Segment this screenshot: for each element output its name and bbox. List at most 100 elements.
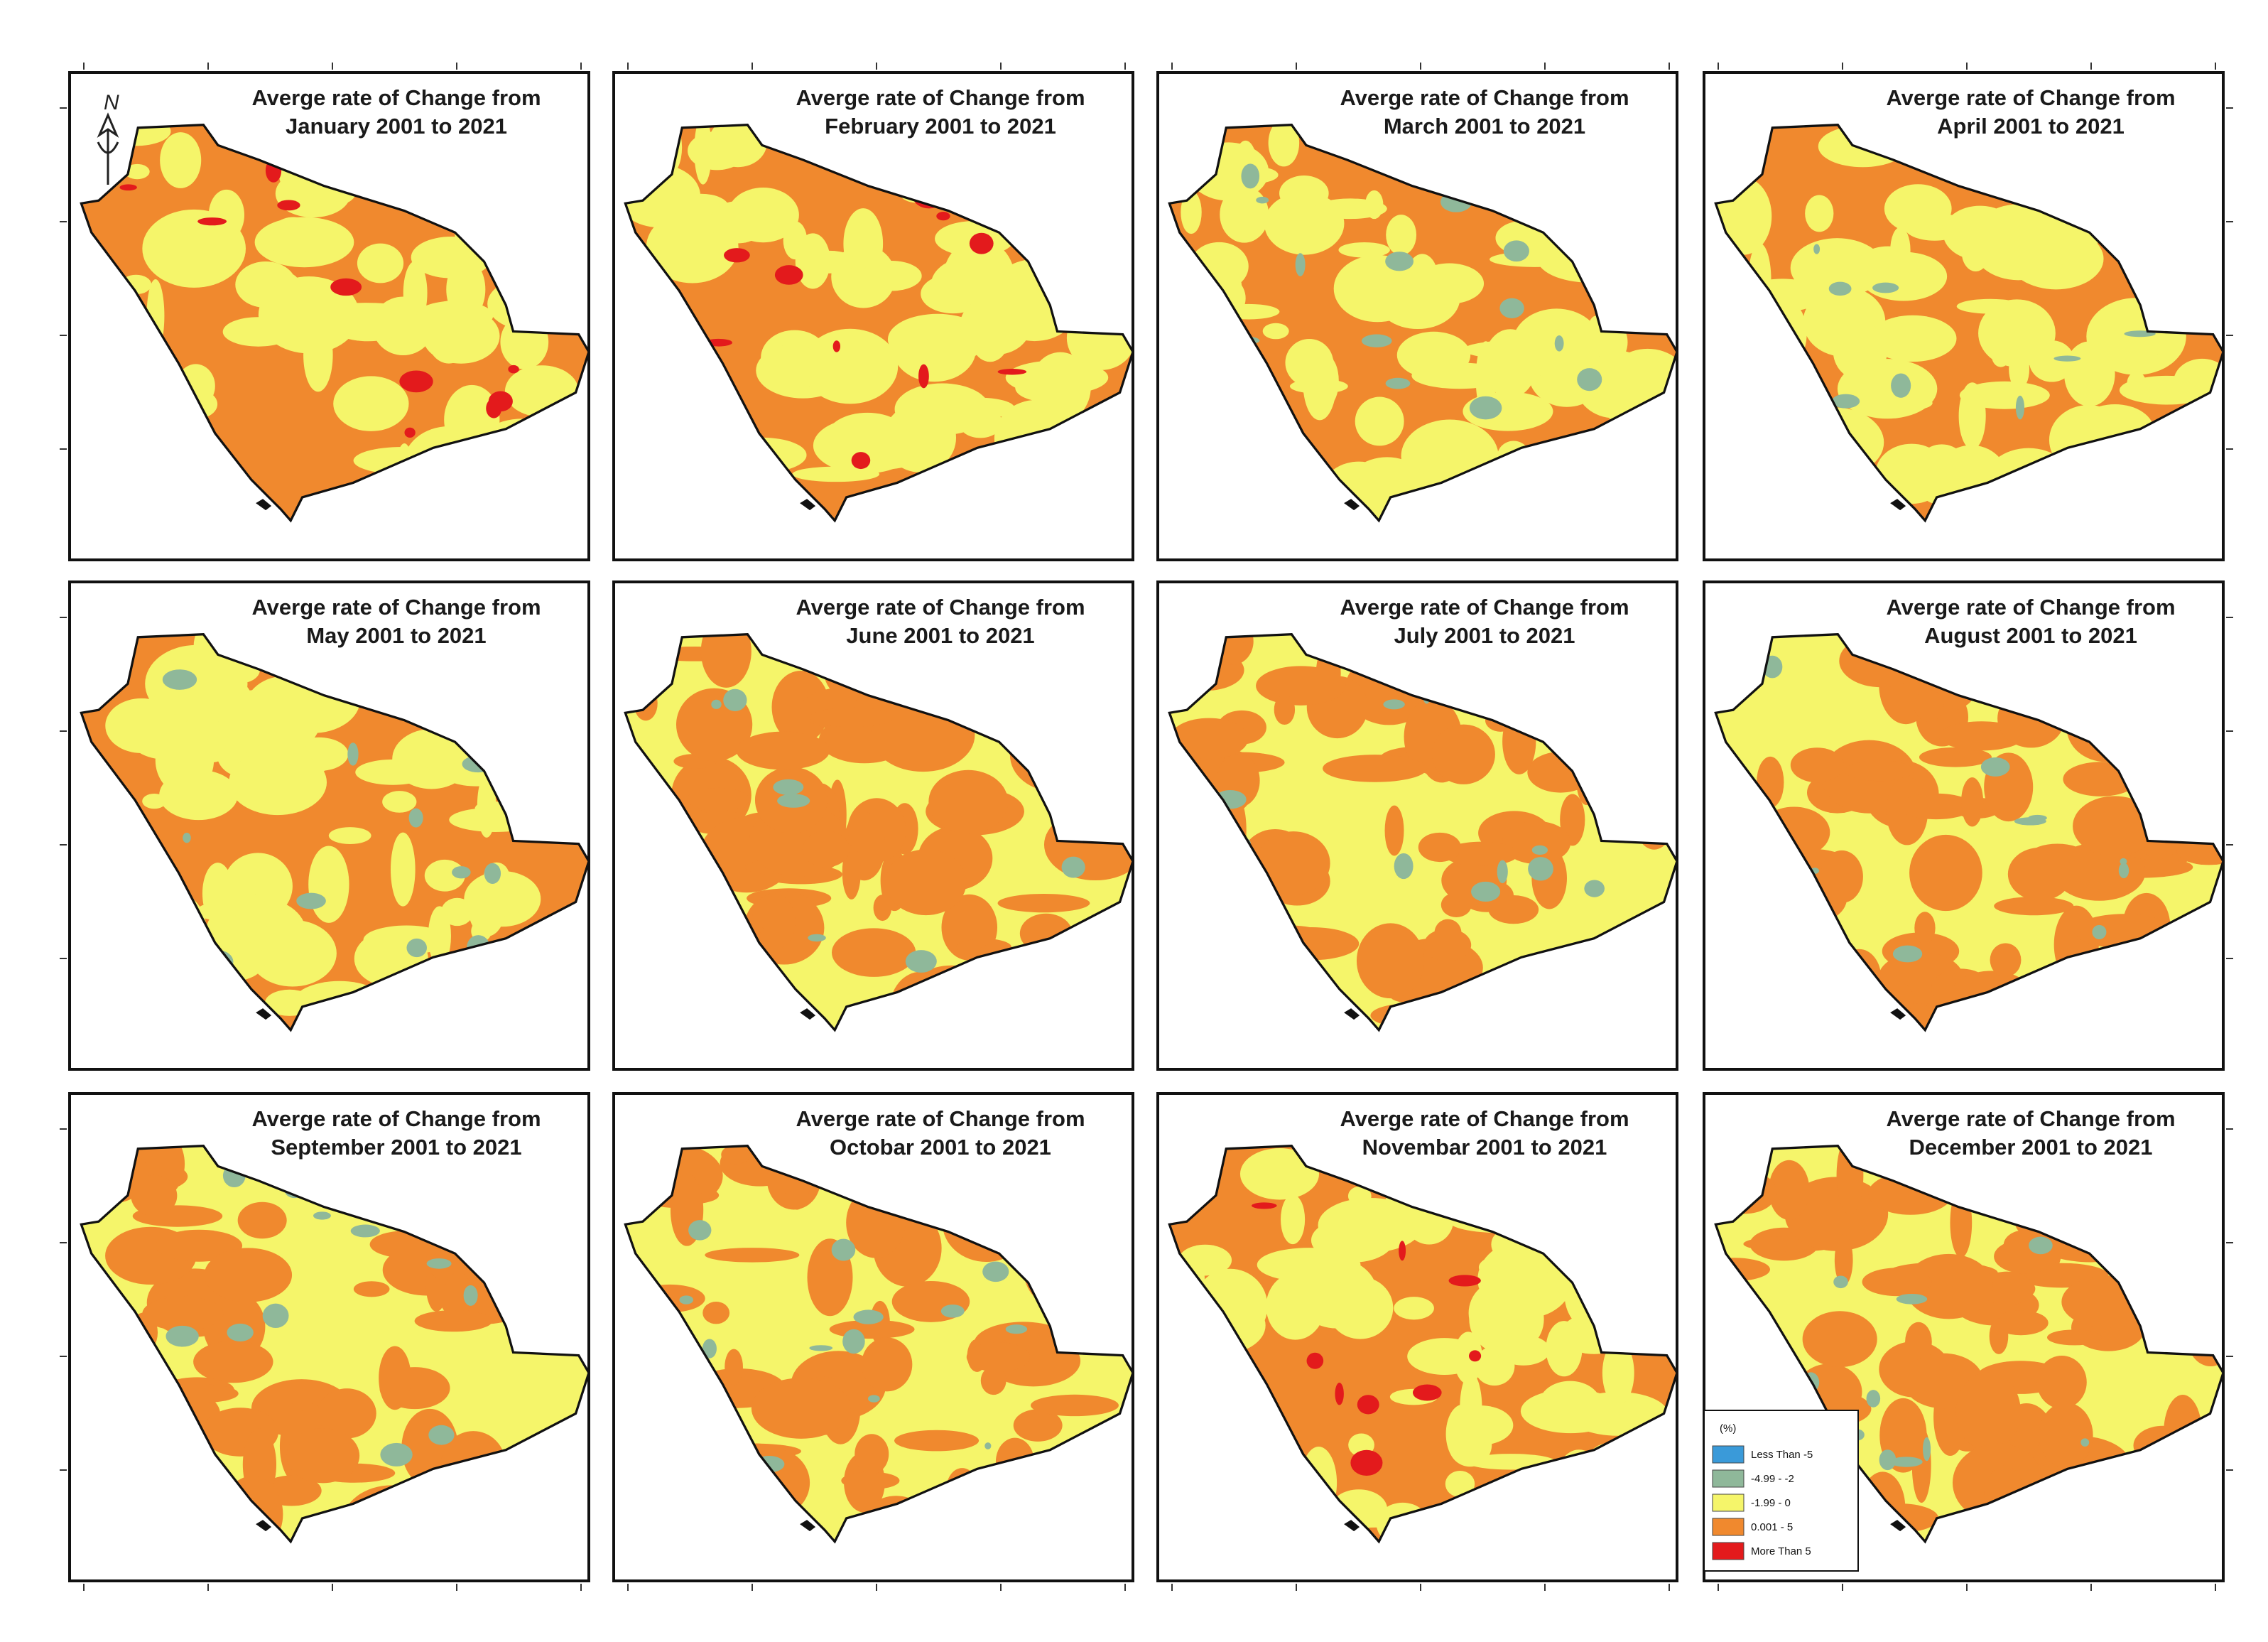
- map-region: [426, 1258, 452, 1269]
- map-panel: Averge rate of Change from May 2001 to 20…: [68, 580, 590, 1071]
- map-region: [1828, 281, 1852, 296]
- map-region: [2053, 355, 2081, 362]
- map-region: [688, 131, 747, 171]
- map-region: [966, 1341, 1031, 1372]
- map-region: [2036, 1356, 2087, 1409]
- island: [1890, 499, 1906, 511]
- map-region: [1990, 943, 2022, 977]
- map-region: [1468, 1350, 1482, 1362]
- map-region: [162, 669, 197, 690]
- map-region: [2176, 838, 2224, 865]
- map-region: [204, 1248, 293, 1302]
- island: [256, 1008, 272, 1020]
- map-region: [982, 1261, 1009, 1282]
- map-region: [1502, 821, 1571, 864]
- map-region: [894, 383, 990, 436]
- map-panel: Averge rate of Change from January 2001 t…: [68, 71, 590, 561]
- map-panel: Averge rate of Change from Novembar 2001 …: [1156, 1092, 1678, 1582]
- map-region: [1546, 1321, 1583, 1377]
- map-region: [905, 950, 937, 973]
- map-region: [2064, 341, 2115, 406]
- map-region: [1005, 360, 1109, 395]
- map-region: [1905, 1322, 1932, 1362]
- map-region: [1256, 196, 1269, 204]
- map-region: [873, 895, 892, 922]
- panel-title: Averge rate of Change from: [1340, 85, 1629, 110]
- map-panel: Averge rate of Change from August 2001 to…: [1703, 580, 2225, 1071]
- map-region: [428, 1425, 455, 1445]
- legend: (%) Less Than -5 -4.99 - -2 -1.99 - 0 0.001 …: [1703, 1410, 1859, 1572]
- map-region: [921, 274, 986, 314]
- map-region: [444, 1272, 472, 1318]
- map-region: [1914, 690, 1945, 722]
- legend-label: Less Than -5: [1751, 1449, 1813, 1461]
- map-region: [262, 1303, 289, 1329]
- panel-title: January 2001 to 2021: [286, 114, 507, 139]
- map-region: [1896, 1293, 1928, 1305]
- island: [1890, 1520, 1906, 1532]
- map-region: [1396, 331, 1471, 379]
- map-region: [347, 742, 359, 766]
- map-region: [783, 221, 808, 260]
- panel-title: April 2001 to 2021: [1937, 114, 2125, 139]
- map-region: [2007, 847, 2072, 901]
- island: [800, 499, 816, 511]
- map-region: [928, 769, 1009, 834]
- map-region: [404, 427, 416, 438]
- map-panel: Averge rate of Change from September 2001…: [68, 1092, 590, 1582]
- map-region: [1252, 1202, 1277, 1209]
- map-region: [1241, 163, 1260, 189]
- panel-title: Averge rate of Change from: [1340, 595, 1629, 620]
- map-region: [1306, 1352, 1324, 1369]
- map-region: [399, 370, 433, 393]
- map-region: [917, 337, 973, 354]
- map-region: [1784, 1177, 1889, 1251]
- map-region: [831, 1238, 856, 1261]
- map-region: [832, 340, 840, 352]
- map-region: [408, 808, 423, 828]
- map-region: [2029, 340, 2075, 382]
- map-region: [980, 1366, 1007, 1395]
- map-region: [1805, 195, 1834, 232]
- map-region: [885, 849, 967, 916]
- map-region: [936, 212, 950, 221]
- map-region: [2015, 395, 2025, 420]
- map-region: [1813, 244, 1821, 254]
- map-panel: Averge rate of Change from March 2001 to …: [1156, 71, 1678, 561]
- map-region: [1406, 254, 1438, 301]
- map-region: [1577, 368, 1602, 391]
- island: [256, 1520, 272, 1532]
- map-region: [724, 248, 750, 263]
- legend-label: 0.001 - 5: [1751, 1521, 1793, 1533]
- map-region: [679, 1295, 693, 1305]
- map-region: [1274, 694, 1296, 725]
- map-region: [802, 328, 899, 404]
- north-label: N: [104, 91, 119, 114]
- map-region: [1872, 282, 1899, 293]
- map-region: [969, 232, 994, 254]
- map-region: [1432, 724, 1495, 784]
- map-region: [1386, 215, 1417, 256]
- map-region: [1919, 747, 1992, 767]
- map-region: [702, 1302, 730, 1324]
- map-region: [1923, 1437, 1931, 1462]
- map-region: [1279, 175, 1329, 211]
- map-region: [705, 1248, 800, 1263]
- map-region: [711, 699, 722, 709]
- map-region: [1884, 184, 1952, 234]
- map-region: [1013, 1409, 1063, 1442]
- map-region: [296, 892, 326, 909]
- island: [1890, 1008, 1906, 1020]
- map-region: [1955, 1372, 2021, 1451]
- map-region: [710, 201, 766, 244]
- map-region: [463, 1285, 478, 1306]
- map-region: [2039, 1402, 2093, 1468]
- map-region: [1412, 1384, 1442, 1401]
- map-region: [997, 369, 1027, 375]
- map-region: [229, 750, 327, 816]
- map-region: [1528, 857, 1553, 881]
- map-region: [105, 698, 178, 753]
- panel-title: Averge rate of Change from: [251, 1106, 541, 1131]
- map-region: [853, 1309, 884, 1324]
- map-region: [751, 1378, 851, 1439]
